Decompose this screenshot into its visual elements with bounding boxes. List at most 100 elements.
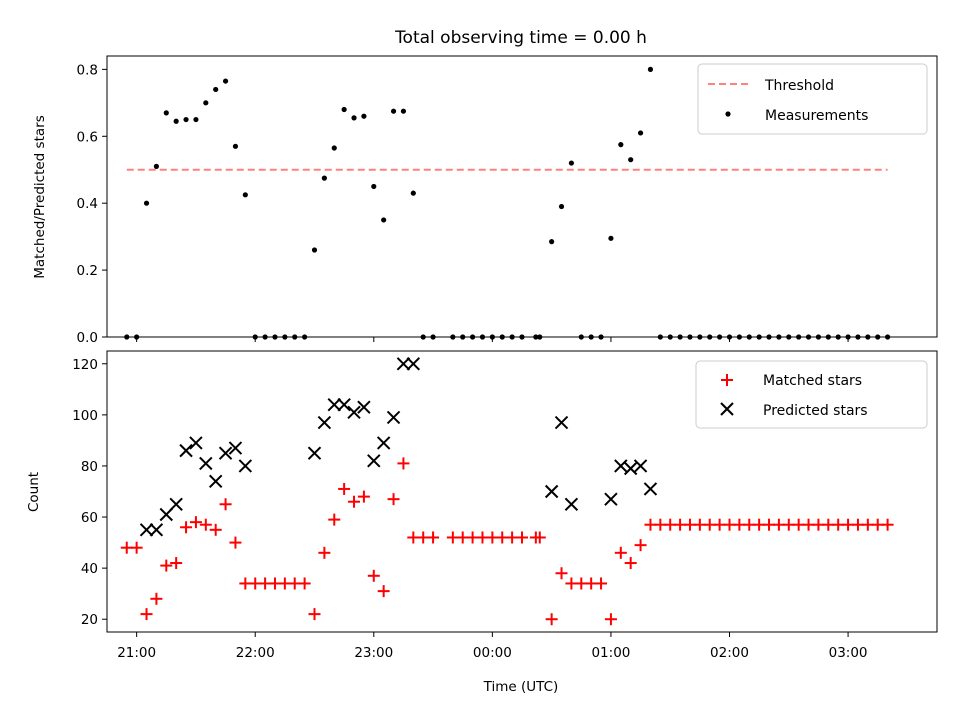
measurement-point xyxy=(232,143,239,149)
predicted-stars-point xyxy=(544,484,559,499)
predicted-stars-point xyxy=(337,397,351,412)
predicted-stars-point xyxy=(614,459,628,473)
predicted-stars-point xyxy=(307,446,322,460)
measurement-point xyxy=(410,190,416,196)
measurement-point xyxy=(400,108,407,114)
measurement-point xyxy=(183,116,189,123)
bottom-y-tick-label: 40 xyxy=(81,561,98,577)
chart-title: Total observing time = 0.00 h xyxy=(394,28,647,48)
predicted-stars-point xyxy=(406,357,421,371)
matched-stars-point xyxy=(516,531,528,544)
matched-stars-point xyxy=(338,482,351,495)
matched-stars-point xyxy=(604,613,617,626)
matched-stars-point xyxy=(298,577,311,590)
predicted-stars-point xyxy=(554,415,569,430)
matched-stars-point xyxy=(140,608,153,621)
matched-stars-point xyxy=(634,539,647,552)
measurement-point xyxy=(558,203,565,210)
x-tick-label: 03:00 xyxy=(829,645,868,661)
top-y-axis-label: Matched/Predicted stars xyxy=(32,115,48,278)
measurement-point xyxy=(311,247,318,253)
predicted-stars-point xyxy=(317,415,332,430)
measurement-point xyxy=(371,183,377,190)
matched-stars-point xyxy=(130,541,143,554)
predicted-stars-point xyxy=(376,436,391,450)
predicted-stars-point xyxy=(238,459,253,473)
measurement-point xyxy=(568,160,575,166)
legend-predicted-label: Predicted stars xyxy=(763,403,868,419)
matched-stars-point xyxy=(614,546,627,559)
predicted-stars-point xyxy=(228,441,243,455)
measurement-point xyxy=(203,100,209,106)
measurement-point xyxy=(618,142,624,148)
predicted-stars-point xyxy=(604,492,618,506)
bottom-y-tick-label: 80 xyxy=(81,459,98,475)
matched-stars-point xyxy=(170,557,183,570)
top-y-tick-label: 0.8 xyxy=(77,62,98,78)
legend-predicted-marker xyxy=(720,402,734,416)
bottom-y-tick-label: 120 xyxy=(72,357,98,373)
x-tick-label: 01:00 xyxy=(591,645,630,661)
legend-matched-label: Matched stars xyxy=(763,373,862,389)
top-plot-area: 0.0 0.2 0.4 0.6 0.8 xyxy=(77,55,938,346)
predicted-stars-point xyxy=(218,446,233,460)
measurement-point xyxy=(608,235,614,241)
matched-stars-point xyxy=(328,513,341,526)
matched-stars-point xyxy=(367,569,380,582)
matched-stars-point xyxy=(881,518,894,531)
top-y-tick-label: 0.0 xyxy=(77,330,98,346)
legend-measurements-marker xyxy=(725,111,731,117)
matched-stars-point xyxy=(308,608,321,621)
measurement-point xyxy=(213,86,219,93)
matched-stars-point xyxy=(624,557,637,570)
bottom-axes-frame xyxy=(106,350,938,633)
measurement-point xyxy=(163,110,169,116)
matched-stars-point xyxy=(199,518,212,531)
matched-stars-point xyxy=(150,592,163,605)
measurement-point xyxy=(341,106,347,113)
measurement-point xyxy=(549,239,555,245)
measurement-point xyxy=(390,108,397,114)
matched-stars-point xyxy=(533,531,546,544)
measurement-point xyxy=(331,145,337,151)
x-axis-label: Time (UTC) xyxy=(483,679,559,695)
predicted-stars-point xyxy=(357,400,371,414)
bottom-legend-box xyxy=(695,360,928,429)
matched-stars-point xyxy=(219,498,232,511)
matched-stars-point xyxy=(318,546,331,559)
predicted-stars-point xyxy=(367,454,381,468)
bottom-y-tick-label: 60 xyxy=(81,510,98,526)
x-tick-label: 02:00 xyxy=(710,645,749,661)
measurement-point xyxy=(321,175,327,181)
measurement-point xyxy=(143,200,150,206)
predicted-stars-point xyxy=(643,482,658,496)
predicted-stars-point xyxy=(396,357,411,371)
top-legend-box xyxy=(697,63,928,135)
x-tick-label: 21:00 xyxy=(117,645,156,661)
matched-stars-point xyxy=(357,490,370,503)
matched-stars-point xyxy=(427,531,440,544)
predicted-stars-point xyxy=(386,410,401,425)
matched-stars-point xyxy=(555,567,568,580)
top-y-tick-label: 0.6 xyxy=(77,129,98,145)
top-y-tick-label: 0.4 xyxy=(77,196,98,212)
bottom-y-tick-label: 20 xyxy=(81,612,98,628)
top-axes-frame xyxy=(106,55,938,338)
measurement-point xyxy=(637,130,644,136)
measurement-point xyxy=(628,157,634,163)
matched-stars-point xyxy=(545,613,558,626)
predicted-stars-point xyxy=(139,523,154,537)
matched-stars-point xyxy=(387,493,400,506)
measurement-point xyxy=(381,217,387,223)
matched-stars-point xyxy=(397,457,410,470)
measurement-point xyxy=(153,163,160,169)
measurement-point xyxy=(193,116,199,123)
predicted-stars-point xyxy=(199,456,213,471)
predicted-stars-point xyxy=(179,443,193,458)
bottom-plot-area: 20 40 60 80 100 120 21:00 22:00 23:00 00:00 01:00 0… xyxy=(72,350,938,661)
legend-measurements-label: Measurements xyxy=(765,108,868,124)
predicted-stars-point xyxy=(169,497,183,511)
predicted-stars-point xyxy=(208,474,223,488)
matched-stars-point xyxy=(348,495,361,508)
